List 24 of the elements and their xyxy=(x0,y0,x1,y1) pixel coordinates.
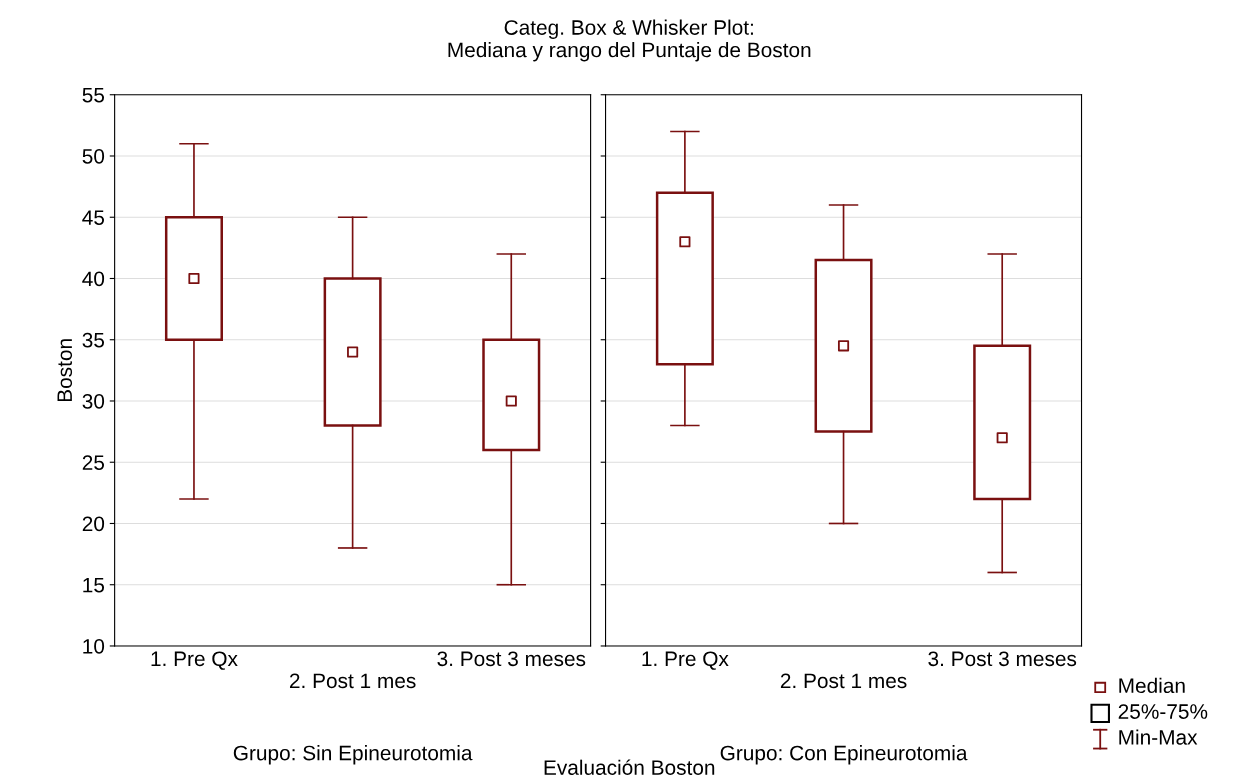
x-tick-label: 3. Post 3 meses xyxy=(928,651,1077,667)
x-tick-label: 2. Post 1 mes xyxy=(780,673,907,689)
text: Median xyxy=(1119,677,1185,694)
y-tick-label: 15 xyxy=(83,577,105,593)
x-axis-title: Grupo: Con Epineurotomia xyxy=(720,745,968,765)
x-tick-label: 1. Pre Qx xyxy=(151,651,238,670)
text: Evaluación Boston xyxy=(544,759,715,775)
y-tick-label: 25 xyxy=(82,455,105,470)
y-axis-title: Boston xyxy=(57,339,73,402)
x-axis-title: Grupo: Sin Epineurotomia xyxy=(233,745,473,765)
x-tick-label: 3. Post 3 meses xyxy=(437,651,586,667)
y-tick-label: 40 xyxy=(82,271,105,287)
x-tick-label: 1. Pre Qx xyxy=(642,651,729,670)
y-tick-label: 50 xyxy=(82,148,105,164)
y-tick-label: 45 xyxy=(82,210,105,225)
chart-title: Categ. Box & Whisker Plot: Mediana y rango del Puntaje de Boston xyxy=(448,19,811,62)
x-tick-label: 2. Post 1 mes xyxy=(289,673,416,689)
y-tick-label: 35 xyxy=(82,332,105,348)
text: 25%-75% xyxy=(1118,704,1208,719)
y-tick-label: 10 xyxy=(83,638,105,654)
y-tick-label: 30 xyxy=(82,393,105,409)
y-tick-label: 55 xyxy=(82,87,105,103)
text: Min-Max xyxy=(1119,729,1198,745)
y-tick-label: 20 xyxy=(82,516,105,532)
